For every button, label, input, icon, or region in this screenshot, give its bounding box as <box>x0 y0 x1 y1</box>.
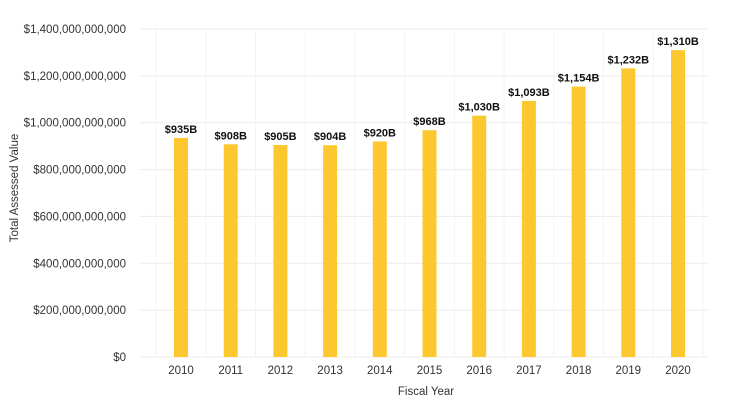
x-tick-label: 2012 <box>268 365 294 377</box>
x-axis-ticks: 2010 2011 2012 2013 2014 2015 2016 2017 2018 2019… <box>168 365 691 377</box>
y-tick-label: $200,000,000,000 <box>33 305 126 317</box>
y-tick-label: $800,000,000,000 <box>33 165 126 177</box>
y-tick-label: $600,000,000,000 <box>33 211 126 223</box>
x-tick-label: 2019 <box>616 365 642 377</box>
bar-2016 <box>472 115 487 357</box>
data-label: $904B <box>314 131 346 143</box>
bar-2012 <box>273 144 288 357</box>
bar-2020 <box>671 50 685 357</box>
bars <box>174 50 685 358</box>
bar-2019 <box>621 68 636 358</box>
data-labels: $935B $908B $905B $904B $920B $968B $1,030B $1,… <box>165 36 699 143</box>
data-label: $1,093B <box>508 87 550 99</box>
x-axis-title: Fiscal Year <box>398 386 454 398</box>
data-label: $920B <box>364 127 396 139</box>
data-label: $1,030B <box>458 102 500 114</box>
x-tick-label: 2011 <box>218 365 243 377</box>
bar-2011 <box>223 144 238 357</box>
data-label: $935B <box>165 124 197 136</box>
data-label: $1,154B <box>558 73 600 85</box>
bar-2017 <box>521 100 536 357</box>
bar-2015 <box>422 130 437 357</box>
x-tick-label: 2018 <box>566 365 592 377</box>
data-label: $968B <box>413 116 445 128</box>
bar-2013 <box>323 145 338 357</box>
data-label: $905B <box>264 131 296 143</box>
x-tick-label: 2020 <box>665 365 691 377</box>
bar-2010 <box>174 137 188 357</box>
y-tick-label: $1,000,000,000,000 <box>24 118 126 130</box>
data-label: $1,310B <box>657 36 699 48</box>
y-tick-label: $400,000,000,000 <box>33 258 126 270</box>
y-tick-label: $0 <box>113 352 126 364</box>
y-tick-label: $1,200,000,000,000 <box>24 71 126 83</box>
x-tick-label: 2013 <box>317 365 343 377</box>
x-tick-label: 2014 <box>367 365 393 377</box>
x-tick-label: 2015 <box>417 365 443 377</box>
x-tick-label: 2016 <box>466 365 492 377</box>
bar-2018 <box>571 86 586 358</box>
y-tick-label: $1,400,000,000,000 <box>24 24 126 36</box>
y-axis-title: Total Assessed Value <box>9 134 21 242</box>
y-axis-ticks: $0 $200,000,000,000 $400,000,000,000 $600,0… <box>24 24 126 364</box>
x-tick-label: 2010 <box>168 365 194 377</box>
x-tick-label: 2017 <box>516 365 542 377</box>
data-label: $908B <box>214 130 246 142</box>
data-label: $1,232B <box>608 54 650 66</box>
bar-2014 <box>372 141 387 357</box>
